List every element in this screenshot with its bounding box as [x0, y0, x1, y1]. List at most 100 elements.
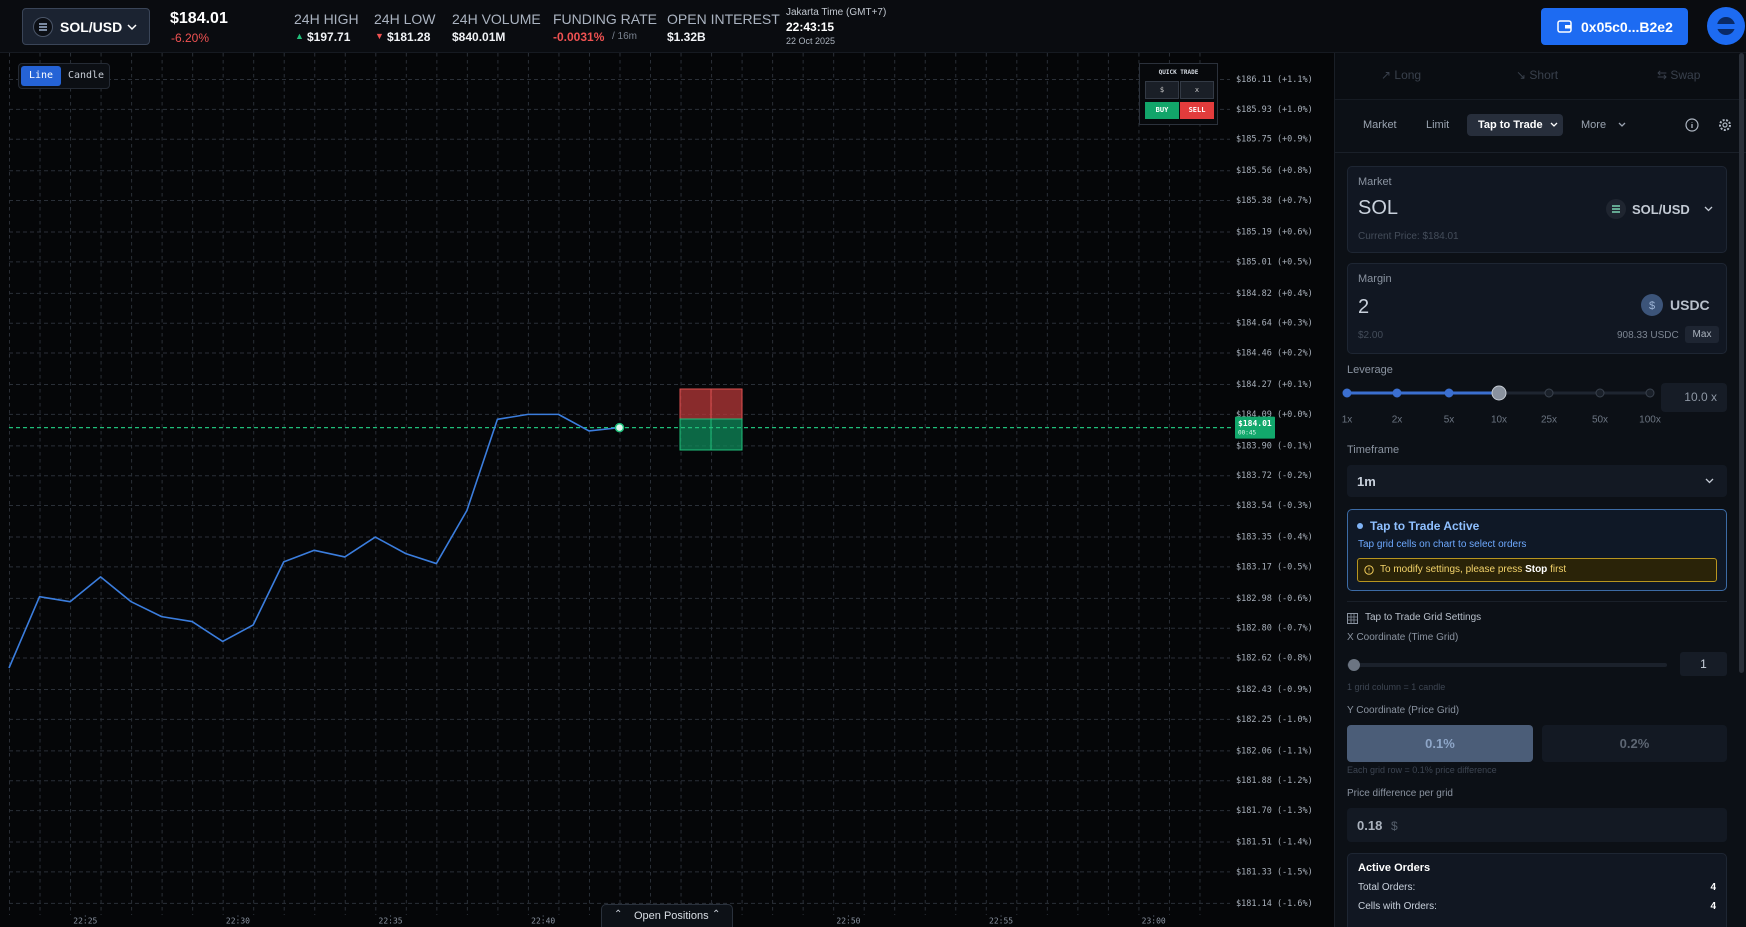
- pair-selector[interactable]: SOL/USD: [22, 8, 150, 45]
- stat-value: $840.01M: [452, 30, 506, 44]
- mode-button[interactable]: Candle: [67, 70, 105, 81]
- order-type-active[interactable]: Tap to Trade: [1467, 114, 1563, 136]
- up-arrow: ▲: [295, 31, 304, 41]
- grid-icon: [1347, 613, 1358, 624]
- max-button[interactable]: Max: [1685, 326, 1719, 343]
- tab[interactable]: ⇆ Swap: [1657, 68, 1701, 82]
- pair-label: SOL/USD: [60, 19, 123, 35]
- margin-amount[interactable]: 2: [1358, 296, 1370, 318]
- warning: To modify settings, please press Stop fi…: [1357, 558, 1717, 582]
- open-positions-label: Open Positions: [634, 910, 709, 922]
- scrollbar[interactable]: [1739, 53, 1744, 673]
- info-icon[interactable]: [1685, 118, 1699, 132]
- y-tick-label: $182.80 (-0.7%): [1236, 624, 1313, 634]
- leverage-box[interactable]: 10.0 x: [1661, 383, 1727, 412]
- y-grid-option[interactable]: 0.1%: [1347, 725, 1533, 762]
- wallet-icon: [1557, 20, 1572, 33]
- mode-toggle: Line Candle: [18, 63, 110, 89]
- x-grid-slider[interactable]: [1347, 655, 1669, 675]
- order-cell[interactable]: [710, 388, 743, 420]
- y-tick-label: $184.09 (+0.0%): [1236, 410, 1313, 420]
- leverage-option: 50x: [1592, 415, 1608, 426]
- last-point: [614, 422, 625, 433]
- status-title: Tap to Trade Active: [1370, 519, 1480, 533]
- last-price: $184.01: [170, 10, 228, 27]
- quick-trade-input[interactable]: $: [1145, 81, 1179, 99]
- mode-button[interactable]: Line: [21, 66, 61, 86]
- y-tick-label: $183.35 (-0.4%): [1236, 533, 1313, 543]
- tab[interactable]: ↘ Short: [1516, 68, 1559, 82]
- order-cell[interactable]: [710, 418, 743, 451]
- chevron: [1704, 206, 1713, 212]
- order-type[interactable]: Limit: [1426, 119, 1450, 131]
- timeframe-dropdown[interactable]: 1m: [1347, 465, 1727, 497]
- open-positions-tab[interactable]: ⌃ Open Positions ⌃: [601, 904, 733, 927]
- y-tick-label: $183.54 (-0.3%): [1236, 501, 1313, 511]
- y-tick-label: $185.19 (+0.6%): [1236, 228, 1313, 238]
- y-tick-label: $182.98 (-0.6%): [1236, 594, 1313, 604]
- warning-strong: Stop: [1525, 564, 1548, 575]
- token-icon: $: [1641, 294, 1663, 316]
- slider-knob: [1491, 385, 1507, 401]
- chart: $186.11 (+1.1%) $185.93 (+1.0%) $185.75 (+…: [0, 27, 1313, 926]
- y-tick-label: $181.70 (-1.3%): [1236, 806, 1313, 816]
- x-tick-label: 22:40: [531, 917, 555, 926]
- quick-trade: QUICK TRADE $ x BUY SELL: [1139, 63, 1218, 125]
- stat-value: -0.0031%: [553, 30, 605, 44]
- y-tick-label: $181.51 (-1.4%): [1236, 838, 1313, 848]
- x-tick-label: 22:35: [379, 917, 403, 926]
- y-grid: [9, 79, 1230, 904]
- tab[interactable]: ↗ Long: [1381, 68, 1422, 82]
- order-type[interactable]: More: [1581, 119, 1607, 131]
- down-arrow: ▼: [375, 31, 384, 41]
- slider-dot: [1544, 388, 1554, 398]
- tab-label: Short: [1529, 68, 1559, 82]
- order-cell[interactable]: [679, 418, 712, 451]
- order-cell[interactable]: [679, 388, 712, 420]
- y-grid-option[interactable]: 0.2%: [1542, 725, 1727, 762]
- y-tick-label: $183.17 (-0.5%): [1236, 562, 1313, 572]
- margin-usd: $2.00: [1358, 330, 1384, 341]
- sell-button[interactable]: SELL: [1180, 102, 1214, 119]
- y-tick-label: $184.82 (+0.4%): [1236, 289, 1313, 299]
- y-tick-label: $181.14 (-1.6%): [1236, 899, 1313, 909]
- y-tick-label: $182.62 (-0.8%): [1236, 654, 1313, 664]
- time-zone: Jakarta Time (GMT+7): [786, 7, 887, 18]
- leverage-option: 25x: [1541, 415, 1557, 426]
- buy-button[interactable]: BUY: [1145, 102, 1179, 119]
- margin-card: Margin 2 $ USDC $2.00 908.33 USDC Max: [1347, 263, 1727, 354]
- leverage-slider[interactable]: 1x 2x 5x 10x 25x 50x 100x: [1335, 378, 1665, 428]
- warning-text: To modify settings, please press Stop fi…: [1380, 564, 1566, 575]
- field-label: Market: [1358, 176, 1392, 188]
- wallet-button[interactable]: 0x05c0...B2e2: [1541, 8, 1688, 45]
- chevron: ⌃: [712, 909, 721, 920]
- note: 1 grid column = 1 candle: [1347, 682, 1446, 692]
- stat-label: OPEN INTEREST: [667, 11, 780, 27]
- price-tag-label: $184.01: [1238, 419, 1272, 428]
- slider-dot: [1342, 388, 1352, 398]
- leverage-option: 5x: [1444, 415, 1455, 426]
- y-tick-label: $185.38 (+0.7%): [1236, 196, 1313, 206]
- y-tick-label: $184.64 (+0.3%): [1236, 319, 1313, 329]
- slider-dot: [1392, 388, 1402, 398]
- svg-text:$: $: [1649, 300, 1655, 312]
- quick-trade-input[interactable]: x: [1180, 81, 1214, 99]
- y-grid-label: 0.2%: [1619, 736, 1650, 751]
- price-change: -6.20%: [171, 31, 210, 45]
- pair-icon: [33, 17, 53, 37]
- slider-dot: [1595, 388, 1605, 398]
- order-type[interactable]: Market: [1363, 119, 1397, 131]
- y-tick-label: $186.11 (+1.1%): [1236, 75, 1313, 85]
- avatar[interactable]: [1706, 6, 1746, 46]
- price-line: [8, 413, 620, 669]
- x-grid-box[interactable]: 1: [1680, 652, 1727, 676]
- top-bar: SOL/USD $184.01 -6.20% 24H HIGH ▲ $197.7…: [0, 0, 1746, 53]
- divider: [1335, 152, 1746, 153]
- stat-label: FUNDING RATE: [553, 11, 657, 27]
- x-tick-label: 22:50: [836, 917, 860, 926]
- grid-columns: [9, 53, 1230, 915]
- balance: 908.33 USDC: [1617, 330, 1679, 341]
- diff-input[interactable]: 0.18 $: [1347, 808, 1727, 842]
- settings-icon[interactable]: [1718, 118, 1732, 132]
